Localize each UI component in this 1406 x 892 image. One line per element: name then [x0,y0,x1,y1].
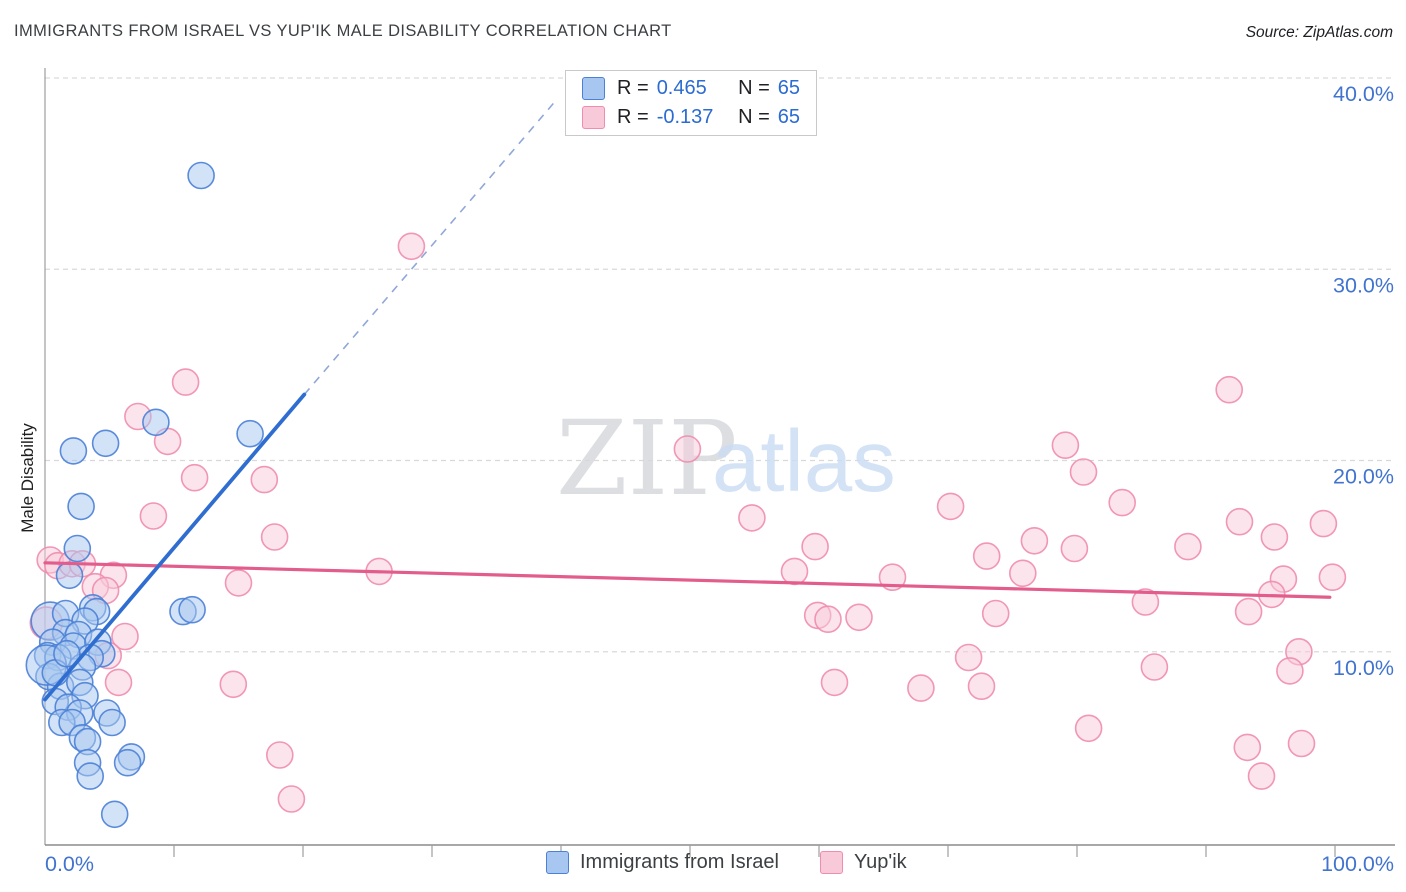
pink-point [139,502,168,530]
x-tick-label: 0.0% [45,852,94,876]
pink-point [878,563,907,592]
pink-point [250,465,279,494]
pink-point [1318,563,1347,592]
blue-point [67,492,95,521]
legend-row-israel: R = 0.465 N = 65 [566,76,816,101]
pink-point [1131,588,1160,616]
pink-point [907,674,935,702]
pink-series-swatch [582,106,605,129]
pink-point [1287,729,1316,758]
r-label: R = [617,106,649,128]
blue-point [98,708,126,737]
pink-point [1074,714,1103,743]
blue-trend-line [43,392,307,702]
x-tick-label: 100.0% [1321,852,1394,876]
y-tick-label: 10.0% [1333,656,1394,680]
blue-point [55,561,84,590]
pink-point [1069,458,1098,486]
pink-point [780,557,809,586]
y-tick-label: 40.0% [1333,82,1394,106]
n-value-blue: 65 [777,77,800,99]
pink-point [1108,488,1136,517]
r-value-blue: 0.465 [656,77,707,99]
pink-point [171,368,200,396]
pink-point [972,542,1001,570]
pink-point [1233,733,1262,762]
blue-point [142,408,170,437]
pink-point [936,492,965,521]
pink-point [397,232,426,261]
pink-point [104,668,133,697]
pink-point [1020,526,1049,555]
pink-point [1140,653,1169,681]
blue-point [178,595,206,624]
correlation-legend-box: R = 0.465 N = 65 R = -0.137 N = 65 [565,70,817,136]
pink-point [801,532,829,561]
pink-point [111,622,139,651]
pink-point [1174,532,1202,561]
pink-point [673,435,702,463]
blue-series-swatch [582,77,605,100]
pink-point [1276,657,1304,685]
n-label: N = [738,106,770,128]
n-value-pink: 65 [777,106,800,128]
pink-point [260,523,289,551]
pink-point [265,741,294,769]
blue-series-swatch [546,851,569,874]
y-tick-label: 30.0% [1333,273,1394,297]
pink-point [1215,375,1243,404]
blue-point [53,639,81,668]
blue-point [91,429,120,458]
blue-point [63,534,92,563]
pink-point [954,643,983,672]
y-axis-title: Male Disability [18,423,37,533]
pink-point [1247,762,1276,790]
blue-point [100,800,129,829]
pink-point [820,668,849,697]
pink-series-swatch [819,851,843,874]
pink-point [738,504,766,532]
pink-point [277,785,306,813]
pink-point [1051,431,1080,460]
pink-point [845,603,873,632]
pink-point [224,569,253,597]
legend-row-yupik: R = -0.137 N = 65 [566,105,816,130]
pink-point [967,672,996,701]
pink-point [1309,509,1338,538]
pink-point [981,599,1010,628]
legend-label-israel: Immigrants from Israel [580,851,779,873]
n-label: N = [738,77,770,99]
r-value-pink: -0.137 [656,106,714,128]
blue-trend-projection [303,98,558,396]
r-label: R = [617,77,649,99]
pink-point [814,605,842,634]
series-legend: Immigrants from Israel Yup'ik [546,851,907,874]
blue-point [113,748,142,777]
pink-point [1008,559,1037,588]
source-attribution: Source: ZipAtlas.com [1245,24,1393,41]
pink-point [180,463,209,492]
pink-point [1234,597,1263,626]
pink-point [1225,507,1254,536]
watermark-atlas: atlas [712,413,896,510]
page-title: IMMIGRANTS FROM ISRAEL VS YUP'IK MALE DI… [14,22,672,40]
pink-point [1060,534,1089,563]
blue-point [59,437,88,465]
watermark-zip: ZIP [556,399,738,519]
blue-point [236,419,264,448]
pink-point [219,670,248,699]
blue-point [76,762,104,790]
blue-point [187,161,215,190]
legend-label-yupik: Yup'ik [853,851,907,873]
pink-trend-line [43,561,1332,599]
pink-point [1260,523,1289,551]
y-tick-label: 20.0% [1333,465,1394,489]
